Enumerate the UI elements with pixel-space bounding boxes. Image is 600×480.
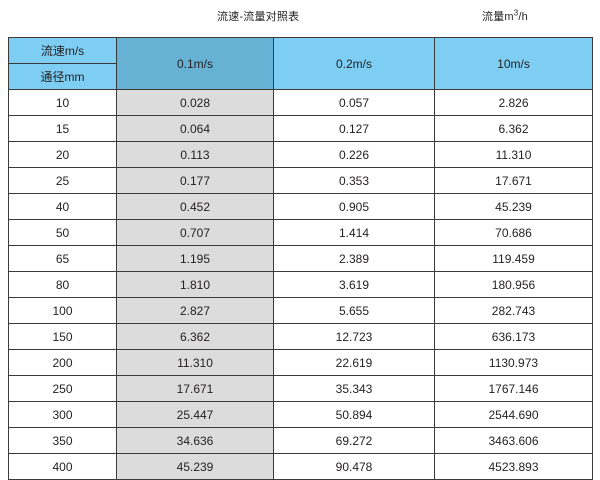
cell-flow-0: 45.239: [116, 453, 274, 480]
cell-diameter: 300: [8, 401, 117, 428]
cell-flow-0: 0.177: [116, 167, 274, 194]
cell-diameter: 350: [8, 427, 117, 454]
table-row: 100 2.827 5.655 282.743: [8, 297, 593, 324]
cell-flow-1: 0.127: [273, 115, 435, 142]
flow-velocity-table: 流速m/s 0.1m/s 0.2m/s 10m/s 通径mm 10 0.028 0.…: [8, 37, 593, 480]
cell-flow-2: 11.310: [434, 141, 593, 168]
table-row: 350 34.636 69.272 3463.606: [8, 427, 593, 454]
cell-flow-1: 0.353: [273, 167, 435, 194]
page-root: 流速-流量对照表 流量m3/h 流速m/s 0.1m/s 0.2m/s 10m/…: [8, 8, 593, 480]
cell-diameter: 150: [8, 323, 117, 350]
cell-diameter: 15: [8, 115, 117, 142]
cell-diameter: 80: [8, 271, 117, 298]
column-header-0: 0.1m/s: [116, 37, 274, 90]
cell-flow-0: 2.827: [116, 297, 274, 324]
cell-flow-2: 4523.893: [434, 453, 593, 480]
table-header-row-bottom: 通径mm: [8, 63, 593, 90]
cell-flow-1: 3.619: [273, 271, 435, 298]
cell-flow-1: 22.619: [273, 349, 435, 376]
table-row: 80 1.810 3.619 180.956: [8, 271, 593, 298]
cell-flow-0: 1.810: [116, 271, 274, 298]
table-row: 250 17.671 35.343 1767.146: [8, 375, 593, 402]
cell-flow-1: 0.905: [273, 193, 435, 220]
cell-flow-0: 11.310: [116, 349, 274, 376]
table-header: 流速m/s 0.1m/s 0.2m/s 10m/s 通径mm: [8, 37, 593, 90]
cell-flow-2: 45.239: [434, 193, 593, 220]
cell-flow-1: 35.343: [273, 375, 435, 402]
cell-flow-0: 0.113: [116, 141, 274, 168]
header-velocity-unit: 流速m/s: [8, 37, 117, 64]
flow-unit-superscript: 3: [513, 8, 519, 18]
flow-unit-suffix: /h: [518, 11, 528, 23]
cell-flow-2: 180.956: [434, 271, 593, 298]
chart-title: 流速-流量对照表: [217, 11, 300, 23]
cell-flow-2: 1767.146: [434, 375, 593, 402]
cell-flow-0: 1.195: [116, 245, 274, 272]
cell-flow-2: 6.362: [434, 115, 593, 142]
cell-flow-1: 5.655: [273, 297, 435, 324]
cell-flow-1: 90.478: [273, 453, 435, 480]
cell-flow-2: 282.743: [434, 297, 593, 324]
cell-diameter: 400: [8, 453, 117, 480]
cell-flow-1: 50.894: [273, 401, 435, 428]
table-row: 400 45.239 90.478 4523.893: [8, 453, 593, 480]
cell-flow-2: 70.686: [434, 219, 593, 246]
cell-diameter: 250: [8, 375, 117, 402]
cell-flow-2: 2.826: [434, 89, 593, 116]
table-row: 50 0.707 1.414 70.686: [8, 219, 593, 246]
table-row: 20 0.113 0.226 11.310: [8, 141, 593, 168]
cell-diameter: 25: [8, 167, 117, 194]
cell-diameter: 65: [8, 245, 117, 272]
cell-flow-0: 0.452: [116, 193, 274, 220]
cell-diameter: 100: [8, 297, 117, 324]
cell-flow-1: 0.226: [273, 141, 435, 168]
cell-flow-0: 17.671: [116, 375, 274, 402]
column-header-2: 10m/s: [434, 37, 593, 90]
cell-diameter: 20: [8, 141, 117, 168]
cell-flow-0: 0.028: [116, 89, 274, 116]
flow-unit-prefix: 流量m: [482, 11, 514, 23]
table-row: 15 0.064 0.127 6.362: [8, 115, 593, 142]
cell-flow-2: 119.459: [434, 245, 593, 272]
table-header-row-top: 流速m/s 0.1m/s 0.2m/s 10m/s: [8, 37, 593, 90]
table-row: 10 0.028 0.057 2.826: [8, 89, 593, 116]
cell-flow-2: 2544.690: [434, 401, 593, 428]
cell-flow-1: 2.389: [273, 245, 435, 272]
cell-flow-0: 0.707: [116, 219, 274, 246]
flow-unit-label: 流量m3/h: [482, 8, 528, 24]
cell-diameter: 50: [8, 219, 117, 246]
cell-diameter: 200: [8, 349, 117, 376]
cell-diameter: 40: [8, 193, 117, 220]
cell-flow-1: 69.272: [273, 427, 435, 454]
cell-flow-0: 34.636: [116, 427, 274, 454]
header-diameter-unit: 通径mm: [8, 63, 117, 90]
cell-flow-2: 3463.606: [434, 427, 593, 454]
cell-flow-0: 0.064: [116, 115, 274, 142]
cell-flow-0: 6.362: [116, 323, 274, 350]
table-row: 200 11.310 22.619 1130.973: [8, 349, 593, 376]
table-body: 10 0.028 0.057 2.826 15 0.064 0.127 6.362 20 0.11…: [8, 89, 593, 480]
table-row: 300 25.447 50.894 2544.690: [8, 401, 593, 428]
table-row: 150 6.362 12.723 636.173: [8, 323, 593, 350]
cell-flow-1: 0.057: [273, 89, 435, 116]
cell-diameter: 10: [8, 89, 117, 116]
cell-flow-1: 1.414: [273, 219, 435, 246]
cell-flow-0: 25.447: [116, 401, 274, 428]
cell-flow-2: 636.173: [434, 323, 593, 350]
table-row: 65 1.195 2.389 119.459: [8, 245, 593, 272]
table-row: 25 0.177 0.353 17.671: [8, 167, 593, 194]
cell-flow-2: 17.671: [434, 167, 593, 194]
cell-flow-1: 12.723: [273, 323, 435, 350]
column-header-1: 0.2m/s: [273, 37, 435, 90]
table-row: 40 0.452 0.905 45.239: [8, 193, 593, 220]
cell-flow-2: 1130.973: [434, 349, 593, 376]
